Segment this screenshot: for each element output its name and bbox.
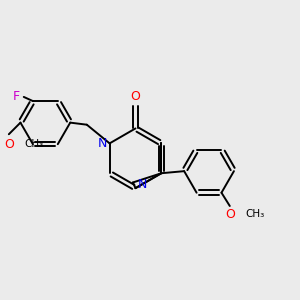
Text: F: F bbox=[13, 90, 20, 104]
Text: N: N bbox=[98, 137, 107, 150]
Text: N: N bbox=[137, 178, 147, 191]
Text: CH₃: CH₃ bbox=[245, 209, 265, 219]
Text: O: O bbox=[130, 90, 140, 103]
Text: O: O bbox=[225, 208, 235, 221]
Text: O: O bbox=[4, 138, 14, 151]
Text: CH₃: CH₃ bbox=[25, 139, 44, 149]
